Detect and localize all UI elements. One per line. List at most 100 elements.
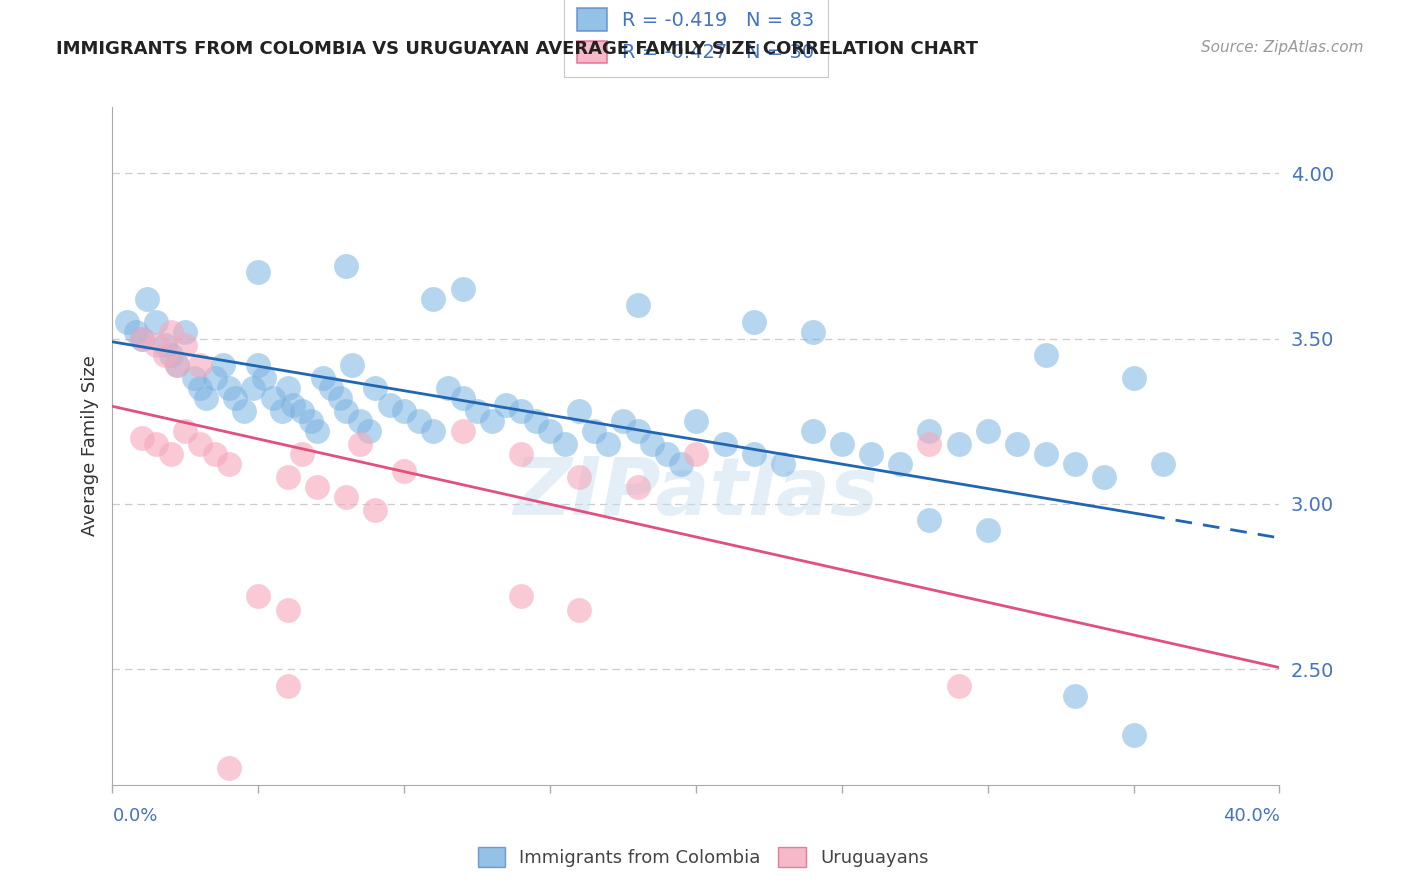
Point [160, 348, 183, 362]
Point [218, 381, 240, 395]
Point [394, 404, 416, 418]
Point [451, 391, 474, 405]
Text: 0.0%: 0.0% [112, 806, 157, 824]
Point [451, 282, 474, 296]
Point [349, 414, 371, 428]
Point [524, 414, 547, 428]
Point [145, 338, 167, 352]
Point [918, 437, 941, 451]
Point [889, 457, 911, 471]
Point [918, 513, 941, 527]
Legend: R = -0.419   N = 83, R = -0.427   N = 30: R = -0.419 N = 83, R = -0.427 N = 30 [564, 0, 828, 77]
Legend: Immigrants from Colombia, Uruguayans: Immigrants from Colombia, Uruguayans [470, 839, 936, 874]
Point [378, 398, 401, 412]
Point [612, 414, 634, 428]
Point [1152, 457, 1174, 471]
Point [188, 437, 211, 451]
Point [291, 404, 314, 418]
Point [495, 398, 517, 412]
Point [299, 414, 322, 428]
Y-axis label: Average Family Size: Average Family Size [80, 356, 98, 536]
Point [115, 315, 138, 329]
Point [232, 404, 254, 418]
Point [948, 679, 970, 693]
Point [253, 371, 276, 385]
Point [685, 414, 707, 428]
Point [685, 447, 707, 461]
Point [321, 381, 343, 395]
Point [1122, 371, 1144, 385]
Point [291, 447, 314, 461]
Point [305, 424, 328, 438]
Point [831, 437, 853, 451]
Point [125, 325, 148, 339]
Point [451, 424, 474, 438]
Point [204, 371, 226, 385]
Point [860, 447, 883, 461]
Point [311, 371, 333, 385]
Point [335, 259, 357, 273]
Point [394, 464, 416, 478]
Point [1064, 457, 1087, 471]
Point [340, 358, 363, 372]
Point [247, 265, 270, 279]
Point [335, 490, 357, 504]
Point [772, 457, 794, 471]
Point [160, 447, 183, 461]
Point [422, 292, 444, 306]
Point [1005, 437, 1028, 451]
Point [276, 381, 298, 395]
Point [801, 325, 824, 339]
Point [582, 424, 605, 438]
Point [641, 437, 664, 451]
Point [948, 437, 970, 451]
Point [160, 325, 183, 339]
Point [283, 398, 305, 412]
Text: IMMIGRANTS FROM COLOMBIA VS URUGUAYAN AVERAGE FAMILY SIZE CORRELATION CHART: IMMIGRANTS FROM COLOMBIA VS URUGUAYAN AV… [56, 40, 979, 58]
Text: Source: ZipAtlas.com: Source: ZipAtlas.com [1201, 40, 1364, 55]
Point [359, 424, 381, 438]
Point [1064, 689, 1087, 703]
Point [145, 315, 167, 329]
Point [349, 437, 371, 451]
Point [262, 391, 284, 405]
Point [976, 524, 998, 538]
Point [224, 391, 246, 405]
Point [247, 358, 270, 372]
Point [364, 381, 387, 395]
Point [554, 437, 576, 451]
Point [918, 424, 941, 438]
Point [131, 332, 153, 346]
Point [1122, 728, 1144, 742]
Point [627, 298, 650, 312]
Point [153, 338, 176, 352]
Point [1035, 348, 1057, 362]
Point [627, 480, 650, 494]
Point [218, 457, 240, 471]
Point [422, 424, 444, 438]
Point [329, 391, 352, 405]
Point [188, 381, 211, 395]
Point [174, 325, 197, 339]
Text: 40.0%: 40.0% [1223, 806, 1279, 824]
Point [183, 371, 205, 385]
Point [174, 338, 197, 352]
Point [481, 414, 503, 428]
Point [204, 447, 226, 461]
Point [247, 590, 270, 604]
Point [276, 679, 298, 693]
Point [568, 603, 591, 617]
Point [509, 590, 531, 604]
Point [136, 292, 159, 306]
Point [437, 381, 460, 395]
Point [976, 424, 998, 438]
Point [714, 437, 737, 451]
Point [671, 457, 693, 471]
Point [742, 315, 765, 329]
Point [188, 358, 211, 372]
Point [364, 503, 387, 517]
Point [174, 424, 197, 438]
Point [801, 424, 824, 438]
Point [598, 437, 620, 451]
Point [335, 404, 357, 418]
